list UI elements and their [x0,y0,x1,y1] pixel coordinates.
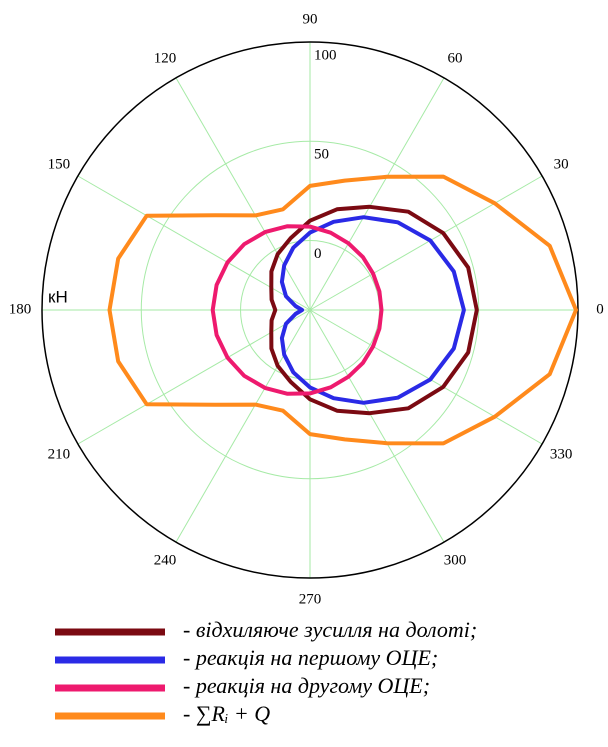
theta-tick-label: 0 [596,301,604,317]
grid-spoke [309,309,543,445]
grid-spoke [175,309,311,543]
legend-label: - реакція на першому ОЦЕ; [183,645,438,670]
grid-spoke [175,77,311,311]
theta-tick-label: 300 [444,553,467,569]
theta-tick-label: 150 [48,156,71,172]
series-line [279,215,466,405]
theta-tick-label: 210 [48,446,71,462]
grid-spoke [309,309,445,543]
series-line [269,204,479,416]
r-tick-label: 100 [314,47,337,63]
r-tick-label: 0 [314,246,322,262]
r-axis-label: кН [48,287,68,306]
grid-spoke [309,175,543,311]
grid-circle [240,240,380,380]
legend-label: - реакція на другому ОЦЕ; [183,673,430,698]
theta-tick-label: 180 [9,301,32,317]
theta-tick-label: 120 [154,50,177,66]
theta-tick-label: 30 [554,156,569,172]
theta-tick-label: 240 [154,553,177,569]
theta-tick-label: 330 [550,446,573,462]
theta-tick-label: 60 [448,50,463,66]
r-tick-label: 50 [314,147,329,163]
theta-tick-label: 270 [299,591,322,607]
legend-label: - відхиляюче зусилля на долоті; [183,617,477,642]
legend-label: - ∑Rᵢ + Q [183,701,270,726]
series-line [107,174,578,446]
theta-tick-label: 90 [303,11,318,27]
grid-spoke [309,77,445,311]
series-line [210,224,384,396]
